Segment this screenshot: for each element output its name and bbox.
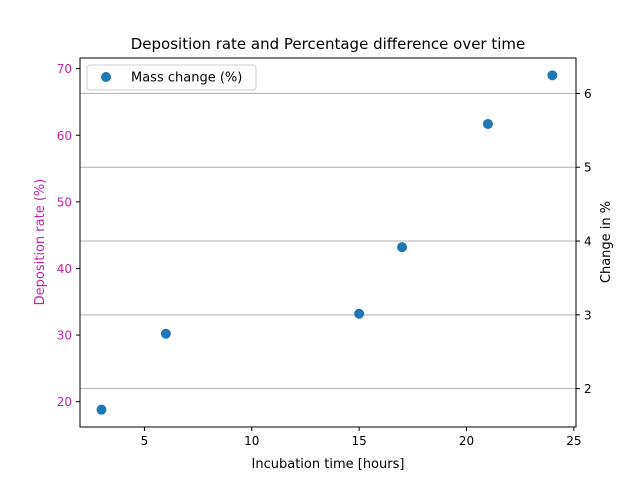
y-right-tick-label: 5	[584, 161, 592, 175]
plot-frame	[79, 57, 577, 428]
x-tick-label: 20	[459, 434, 474, 448]
chart-title: Deposition rate and Percentage differenc…	[131, 35, 526, 53]
data-point	[397, 242, 408, 253]
x-tick-label: 25	[566, 434, 581, 448]
x-axis: 5 10 15 20 25	[141, 427, 581, 448]
y-left-tick-label: 50	[57, 195, 72, 209]
scatter-points	[96, 70, 558, 415]
data-point	[482, 118, 493, 129]
legend: Mass change (%)	[86, 64, 257, 91]
y-right-tick-label: 2	[584, 382, 592, 396]
data-point	[547, 70, 558, 81]
y-axis-left-label: Deposition rate (%)	[33, 179, 48, 306]
data-point	[160, 328, 171, 339]
y-left-tick-label: 20	[57, 395, 72, 409]
y-left-tick-label: 70	[57, 62, 72, 76]
x-axis-label: Incubation time [hours]	[252, 457, 405, 472]
y-right-tick-label: 3	[584, 308, 592, 322]
y-right-tick-label: 4	[584, 235, 592, 249]
x-tick-label: 15	[351, 434, 366, 448]
y-axis-right-label: Change in %	[599, 201, 614, 283]
data-point	[96, 404, 107, 415]
y-right-tick-label: 6	[584, 87, 592, 101]
y-axis-right: 2 3 4 5 6	[576, 87, 592, 396]
legend-label: Mass change (%)	[131, 71, 242, 86]
x-tick-label: 10	[244, 434, 259, 448]
y-axis-left: 20 30 40 50 60 70	[57, 62, 80, 409]
x-tick-label: 5	[141, 434, 149, 448]
legend-marker	[101, 72, 111, 82]
y-left-tick-label: 40	[57, 262, 72, 276]
grid-lines	[80, 92, 576, 390]
y-left-tick-label: 60	[57, 129, 72, 143]
data-point	[354, 308, 365, 319]
legend-box	[86, 64, 257, 91]
y-left-tick-label: 30	[57, 329, 72, 343]
